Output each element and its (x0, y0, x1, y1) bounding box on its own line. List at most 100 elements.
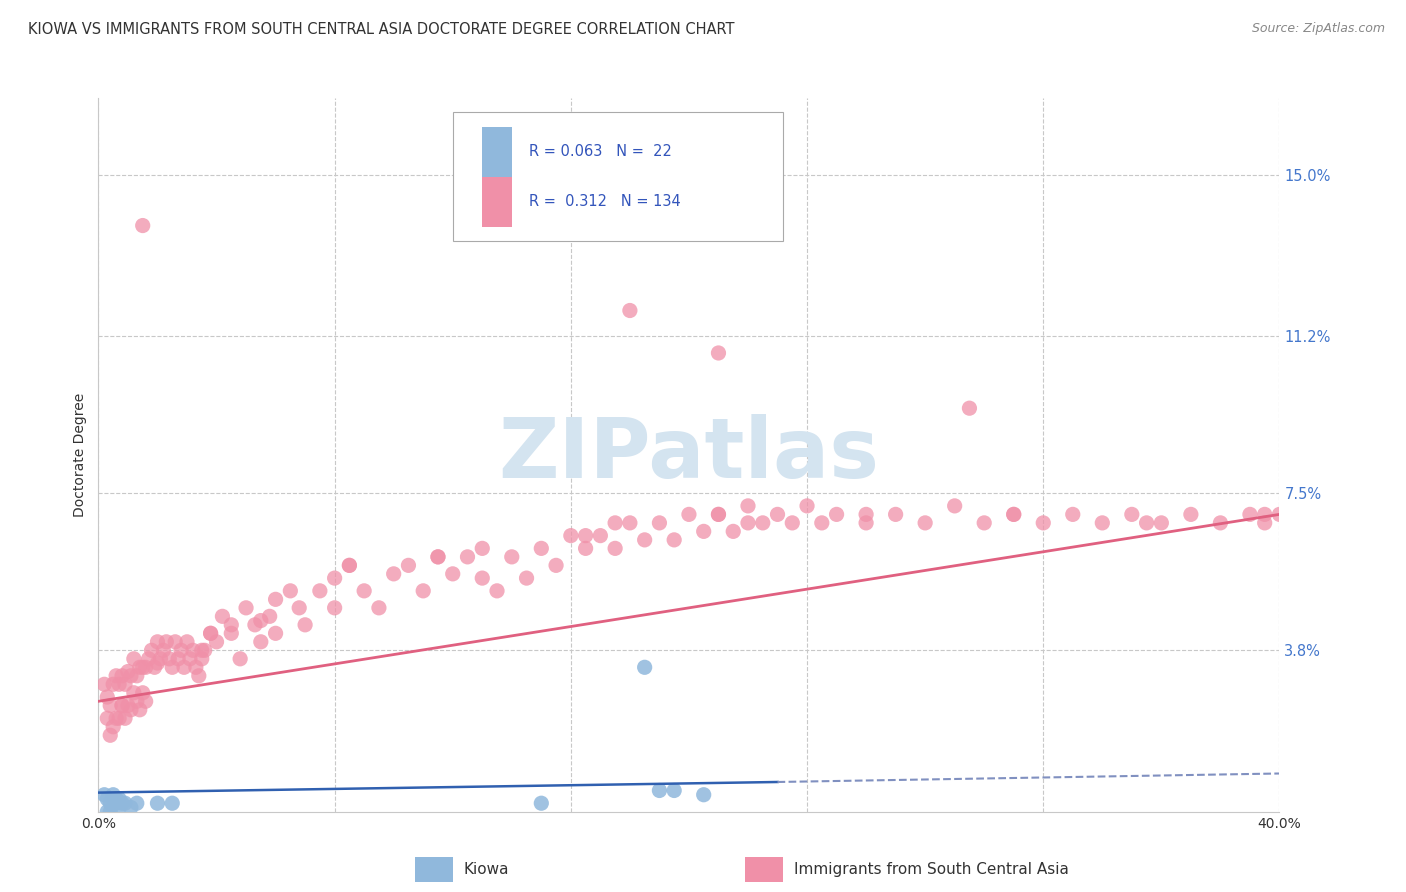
Point (530, 796, 553, 810)
Point (141, 643, 163, 657)
Point (605, 516, 627, 530)
Point (96, 711, 118, 725)
Point (574, 541, 596, 556)
Point (259, 609, 281, 624)
Point (353, 583, 375, 598)
Point (122, 652, 145, 666)
Point (93, 677, 115, 691)
Point (157, 652, 180, 666)
Point (187, 669, 209, 683)
Point (1209, 516, 1232, 530)
Point (108, 792, 131, 806)
Bar (482, 127, 512, 177)
Point (205, 635, 228, 649)
Bar (482, 177, 512, 227)
Point (108, 677, 131, 691)
Point (105, 796, 128, 810)
Point (501, 549, 523, 564)
Point (114, 796, 136, 810)
Point (1239, 508, 1261, 522)
Point (93, 788, 115, 802)
Point (149, 652, 172, 666)
Point (132, 660, 155, 674)
Point (211, 609, 233, 624)
Point (103, 677, 125, 691)
Point (294, 617, 316, 632)
Point (782, 516, 804, 530)
Point (309, 583, 332, 598)
Point (1121, 508, 1143, 522)
Point (264, 626, 287, 640)
Point (155, 635, 177, 649)
Point (117, 698, 139, 713)
Text: Immigrants from South Central Asia: Immigrants from South Central Asia (794, 863, 1070, 877)
Point (471, 571, 494, 585)
Point (664, 783, 686, 797)
Point (1032, 516, 1054, 530)
Point (132, 219, 155, 233)
Text: KIOWA VS IMMIGRANTS FROM SOUTH CENTRAL ASIA DOCTORATE DEGREE CORRELATION CHART: KIOWA VS IMMIGRANTS FROM SOUTH CENTRAL A… (28, 22, 734, 37)
Point (544, 558, 567, 573)
Point (530, 541, 553, 556)
Point (855, 508, 877, 522)
Point (1254, 508, 1277, 522)
Point (693, 788, 716, 802)
Point (162, 660, 183, 674)
Point (120, 703, 142, 717)
Point (128, 703, 150, 717)
Point (1062, 508, 1084, 522)
Point (135, 660, 157, 674)
Point (589, 528, 612, 542)
Point (143, 660, 166, 674)
Point (678, 508, 700, 522)
Point (191, 652, 214, 666)
Point (323, 571, 346, 585)
Point (855, 516, 877, 530)
Point (125, 796, 148, 810)
Point (664, 533, 686, 547)
Point (1254, 516, 1277, 530)
Point (235, 600, 257, 615)
Point (441, 566, 464, 581)
Point (486, 583, 509, 598)
Point (1002, 508, 1025, 522)
Point (633, 660, 655, 674)
Point (619, 516, 641, 530)
Point (884, 508, 907, 522)
Point (382, 566, 405, 581)
Point (219, 617, 242, 632)
Point (105, 711, 128, 725)
Point (98, 698, 121, 713)
Point (96, 792, 118, 806)
Point (396, 558, 419, 573)
Point (120, 800, 142, 814)
Point (515, 571, 537, 585)
Point (560, 528, 582, 542)
Point (264, 592, 287, 607)
Point (135, 694, 157, 708)
Point (111, 669, 134, 683)
Point (810, 516, 832, 530)
Point (111, 698, 134, 713)
Point (103, 788, 125, 802)
Point (427, 549, 450, 564)
Point (114, 677, 136, 691)
Point (122, 686, 145, 700)
Point (707, 346, 730, 360)
Point (1268, 508, 1291, 522)
Point (337, 558, 360, 573)
Point (693, 524, 716, 539)
Point (574, 528, 596, 542)
Point (737, 516, 759, 530)
Point (288, 600, 311, 615)
Point (648, 783, 671, 797)
Text: R = 0.063   N =  22: R = 0.063 N = 22 (530, 145, 672, 159)
Text: R =  0.312   N = 134: R = 0.312 N = 134 (530, 194, 682, 209)
Point (368, 600, 391, 615)
Point (973, 516, 995, 530)
Point (721, 524, 744, 539)
Point (176, 635, 198, 649)
Point (737, 499, 759, 513)
Point (191, 643, 214, 657)
Point (323, 600, 346, 615)
